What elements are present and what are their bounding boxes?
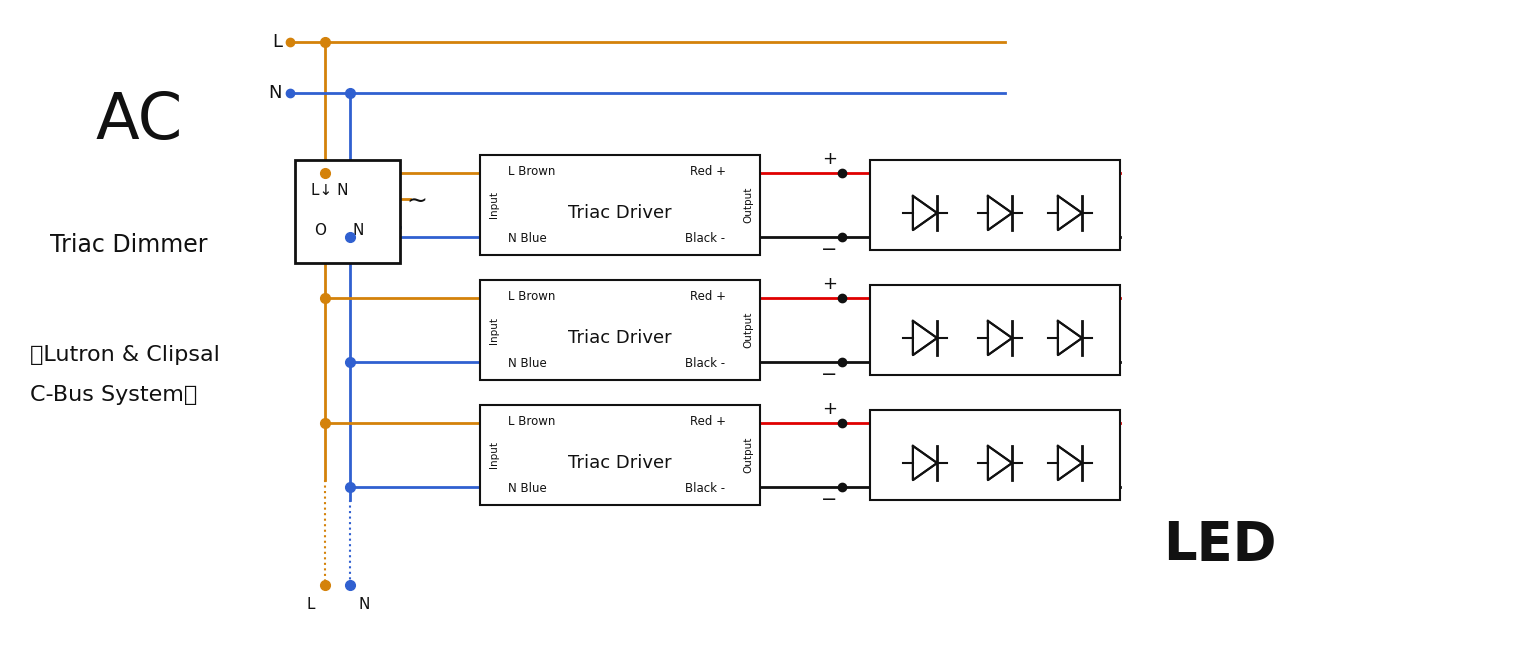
- Text: L Brown: L Brown: [508, 165, 555, 178]
- Text: C-Bus System）: C-Bus System）: [31, 385, 197, 405]
- Text: N Blue: N Blue: [508, 357, 547, 370]
- Text: Black -: Black -: [685, 357, 725, 370]
- Text: Red +: Red +: [690, 290, 726, 303]
- Text: L Brown: L Brown: [508, 290, 555, 303]
- Text: AC: AC: [95, 90, 182, 152]
- Bar: [480, 405, 760, 505]
- Bar: [480, 155, 760, 255]
- Bar: [295, 160, 401, 263]
- Text: −: −: [821, 240, 836, 259]
- Text: Input: Input: [489, 442, 498, 469]
- Text: Triac Dimmer: Triac Dimmer: [50, 233, 208, 257]
- Text: Red +: Red +: [690, 165, 726, 178]
- Text: +: +: [823, 150, 836, 168]
- Bar: [870, 160, 1121, 250]
- Text: +: +: [823, 400, 836, 418]
- Text: Triac Driver: Triac Driver: [569, 204, 671, 222]
- Bar: [480, 280, 760, 380]
- Text: Red +: Red +: [690, 415, 726, 428]
- Bar: [870, 285, 1121, 375]
- Text: −: −: [821, 490, 836, 509]
- Text: N: N: [269, 84, 281, 102]
- Text: +: +: [823, 275, 836, 293]
- Text: Output: Output: [743, 437, 752, 473]
- Text: −: −: [821, 365, 836, 384]
- Text: Black -: Black -: [685, 482, 725, 495]
- Text: N Blue: N Blue: [508, 232, 547, 245]
- Bar: [870, 410, 1121, 500]
- Text: L Brown: L Brown: [508, 415, 555, 428]
- Text: （Lutron & Clipsal: （Lutron & Clipsal: [31, 345, 220, 365]
- Text: N: N: [353, 223, 364, 237]
- Text: L: L: [306, 597, 315, 612]
- Text: $\sim$: $\sim$: [402, 188, 428, 212]
- Text: L: L: [272, 33, 281, 51]
- Text: N Blue: N Blue: [508, 482, 547, 495]
- Text: Output: Output: [743, 312, 752, 348]
- Text: Output: Output: [743, 187, 752, 223]
- Text: O: O: [313, 223, 326, 237]
- Text: Black -: Black -: [685, 232, 725, 245]
- Text: L↓ N: L↓ N: [310, 184, 349, 198]
- Text: Triac Driver: Triac Driver: [569, 329, 671, 347]
- Text: Input: Input: [489, 316, 498, 343]
- Text: Input: Input: [489, 192, 498, 219]
- Text: N: N: [358, 597, 370, 612]
- Text: LED: LED: [1164, 519, 1277, 571]
- Text: Triac Driver: Triac Driver: [569, 454, 671, 472]
